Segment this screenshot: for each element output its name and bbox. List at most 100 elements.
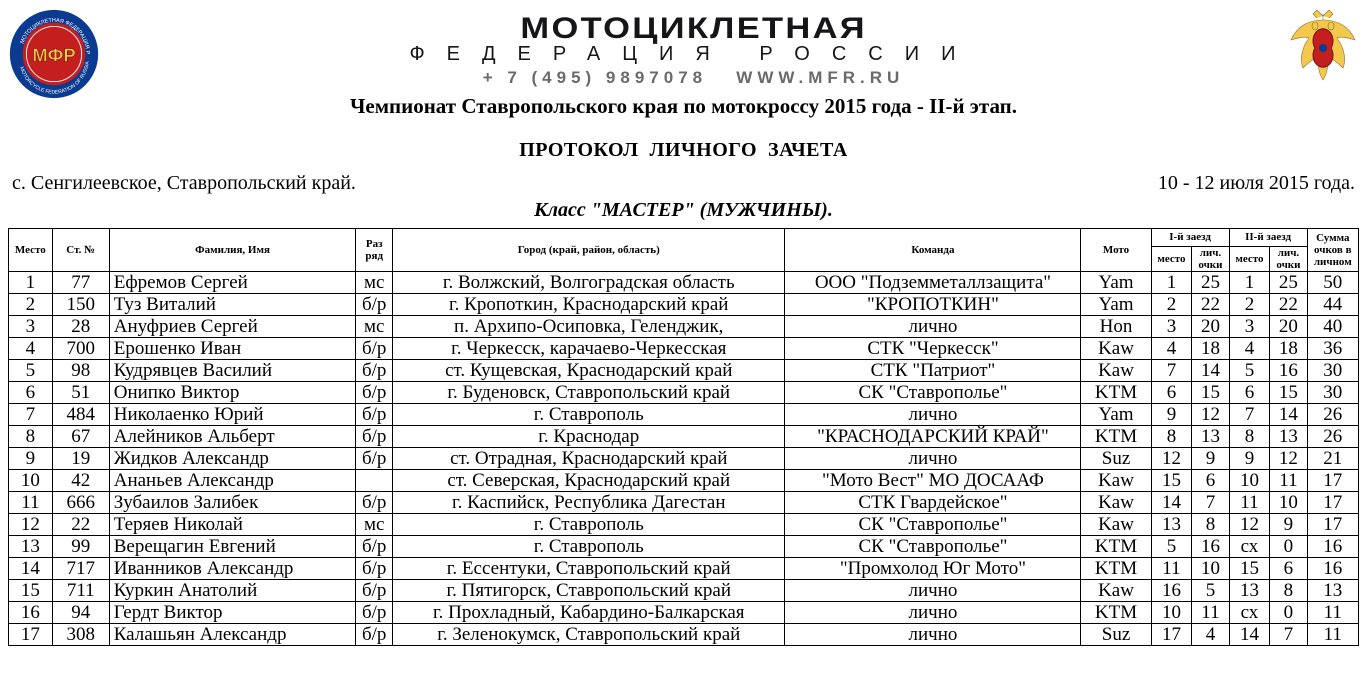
cell-h2p: 4	[1229, 338, 1270, 360]
cell-total: 17	[1307, 514, 1358, 536]
cell-team: СТК "Патриот"	[785, 360, 1081, 382]
cell-h2s: 16	[1270, 360, 1307, 382]
cell-team: лично	[785, 404, 1081, 426]
table-row: 867Алейников Альбертб/рг. Краснодар"КРАС…	[9, 426, 1359, 448]
cell-team: лично	[785, 624, 1081, 646]
cell-num: 98	[52, 360, 109, 382]
cell-place: 13	[9, 536, 53, 558]
cell-total: 30	[1307, 360, 1358, 382]
cell-city: г. Ставрополь	[393, 514, 785, 536]
cell-h2s: 10	[1270, 492, 1307, 514]
cell-h2p: 5	[1229, 360, 1270, 382]
cell-name: Иванников Александр	[109, 558, 356, 580]
table-row: 1399Верещагин Евгенийб/рг. СтавропольСК …	[9, 536, 1359, 558]
cell-h1p: 5	[1151, 536, 1192, 558]
table-row: 919Жидков Александрб/рст. Отрадная, Крас…	[9, 448, 1359, 470]
table-row: 7484Николаенко Юрийб/рг. Ставропольлично…	[9, 404, 1359, 426]
cell-num: 77	[52, 272, 109, 294]
cell-h1p: 15	[1151, 470, 1192, 492]
cell-h1p: 3	[1151, 316, 1192, 338]
cell-h1s: 15	[1192, 382, 1229, 404]
cell-total: 50	[1307, 272, 1358, 294]
cell-name: Ануфриев Сергей	[109, 316, 356, 338]
cell-h1p: 12	[1151, 448, 1192, 470]
cell-team: СК "Ставрополье"	[785, 382, 1081, 404]
cell-team: лично	[785, 316, 1081, 338]
table-row: 1042Ананьев Александрст. Северская, Крас…	[9, 470, 1359, 492]
cell-h1s: 25	[1192, 272, 1229, 294]
cell-h2s: 8	[1270, 580, 1307, 602]
cell-h2s: 22	[1270, 294, 1307, 316]
cell-rank: б/р	[356, 404, 393, 426]
cell-rank: б/р	[356, 426, 393, 448]
cell-team: СК "Ставрополье"	[785, 536, 1081, 558]
event-title: Чемпионат Ставропольского края по мотокр…	[8, 94, 1359, 119]
protocol-title: ПРОТОКОЛ ЛИЧНОГО ЗАЧЕТА	[8, 139, 1359, 162]
cell-team: СТК Гвардейское"	[785, 492, 1081, 514]
cell-total: 26	[1307, 426, 1358, 448]
cell-num: 484	[52, 404, 109, 426]
event-date: 10 - 12 июля 2015 года.	[1158, 172, 1355, 195]
cell-city: г. Кропоткин, Краснодарский край	[393, 294, 785, 316]
cell-moto: Yam	[1081, 272, 1151, 294]
cell-place: 12	[9, 514, 53, 536]
th-city: Город (край, район, область)	[393, 229, 785, 272]
cell-h2p: сх	[1229, 602, 1270, 624]
cell-num: 666	[52, 492, 109, 514]
th-name: Фамилия, Имя	[109, 229, 356, 272]
location-date-row: с. Сенгилеевское, Ставропольский край. 1…	[8, 172, 1359, 195]
cell-num: 51	[52, 382, 109, 404]
cell-h2p: 13	[1229, 580, 1270, 602]
cell-h1s: 22	[1192, 294, 1229, 316]
cell-h1p: 13	[1151, 514, 1192, 536]
event-location: с. Сенгилеевское, Ставропольский край.	[12, 172, 356, 195]
cell-team: "Промхолод Юг Мото"	[785, 558, 1081, 580]
cell-h1s: 11	[1192, 602, 1229, 624]
page-header: МФР МОТОЦИКЛЕТНАЯ ФЕДЕРАЦИЯ РОССИИ MOTOR…	[8, 8, 1359, 100]
cell-city: ст. Кущевская, Краснодарский край	[393, 360, 785, 382]
th-place: Место	[9, 229, 53, 272]
th-h1-pts: лич. очки	[1192, 247, 1229, 272]
cell-name: Верещагин Евгений	[109, 536, 356, 558]
th-num: Ст. №	[52, 229, 109, 272]
cell-rank: б/р	[356, 536, 393, 558]
cell-total: 11	[1307, 602, 1358, 624]
cell-city: г. Краснодар	[393, 426, 785, 448]
th-team: Команда	[785, 229, 1081, 272]
cell-h1s: 9	[1192, 448, 1229, 470]
cell-team: СК "Ставрополье"	[785, 514, 1081, 536]
class-title: Класс "МАСТЕР" (МУЖЧИНЫ).	[8, 199, 1359, 222]
cell-name: Николаенко Юрий	[109, 404, 356, 426]
cell-moto: Kaw	[1081, 514, 1151, 536]
cell-team: "КРАСНОДАРСКИЙ КРАЙ"	[785, 426, 1081, 448]
cell-num: 22	[52, 514, 109, 536]
cell-total: 26	[1307, 404, 1358, 426]
cell-city: ст. Отрадная, Краснодарский край	[393, 448, 785, 470]
cell-h1s: 14	[1192, 360, 1229, 382]
cell-name: Алейников Альберт	[109, 426, 356, 448]
cell-h1s: 5	[1192, 580, 1229, 602]
cell-city: г. Пятигорск, Ставропольский край	[393, 580, 785, 602]
cell-num: 717	[52, 558, 109, 580]
cell-total: 40	[1307, 316, 1358, 338]
cell-moto: KTM	[1081, 382, 1151, 404]
cell-moto: Kaw	[1081, 580, 1151, 602]
cell-h1s: 10	[1192, 558, 1229, 580]
table-row: 1694Гердт Викторб/рг. Прохладный, Кабард…	[9, 602, 1359, 624]
cell-city: г. Буденовск, Ставропольский край	[393, 382, 785, 404]
table-row: 1222Теряев Николаймсг. СтавропольСК "Ста…	[9, 514, 1359, 536]
cell-total: 30	[1307, 382, 1358, 404]
cell-place: 2	[9, 294, 53, 316]
cell-h2p: 9	[1229, 448, 1270, 470]
cell-rank	[356, 470, 393, 492]
cell-name: Кудрявцев Василий	[109, 360, 356, 382]
cell-h2p: 6	[1229, 382, 1270, 404]
th-h1-place: место	[1151, 247, 1192, 272]
cell-rank: мс	[356, 514, 393, 536]
federation-name-2: ФЕДЕРАЦИЯ РОССИИ	[100, 43, 1287, 66]
cell-h1p: 4	[1151, 338, 1192, 360]
cell-moto: Yam	[1081, 404, 1151, 426]
cell-num: 67	[52, 426, 109, 448]
table-row: 651Онипко Викторб/рг. Буденовск, Ставроп…	[9, 382, 1359, 404]
cell-h1p: 11	[1151, 558, 1192, 580]
